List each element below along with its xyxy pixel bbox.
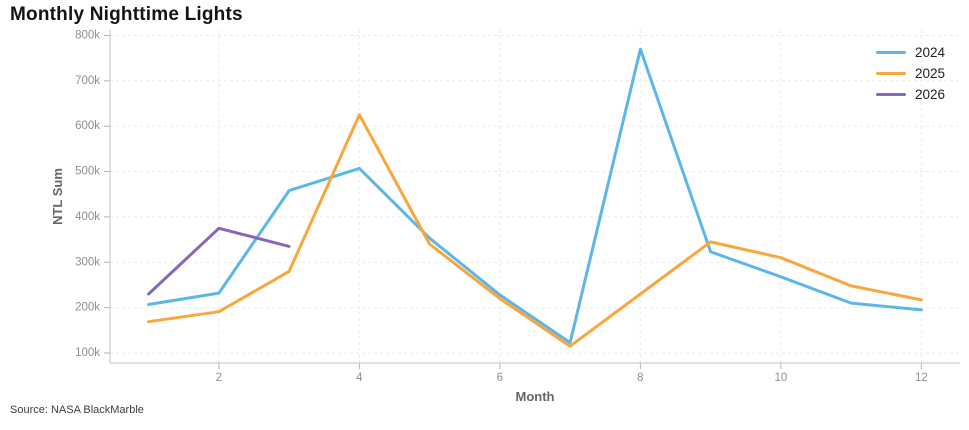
x-tick-label: 8 <box>637 372 643 384</box>
legend-swatch-2025 <box>876 72 906 75</box>
y-tick-label: 100k <box>75 347 100 359</box>
x-axis-title: Month <box>516 389 555 404</box>
y-tick-label: 800k <box>75 29 100 41</box>
series-line-2025 <box>147 113 923 348</box>
series-line-2026 <box>147 226 291 296</box>
legend-label: 2026 <box>915 87 946 102</box>
legend: 2024 2025 2026 <box>876 42 949 105</box>
x-tick-label: 6 <box>497 372 503 384</box>
legend-item-2024[interactable]: 2024 <box>876 42 949 63</box>
chart-title: Monthly Nighttime Lights <box>10 4 243 25</box>
source-caption: Source: NASA BlackMarble <box>10 404 144 416</box>
legend-label: 2024 <box>915 45 946 60</box>
x-tick-label: 4 <box>356 372 363 384</box>
y-axis-title: NTL Sum <box>50 168 65 225</box>
legend-swatch-2024 <box>876 51 906 54</box>
y-tick-label: 500k <box>75 166 100 178</box>
y-tick-label: 600k <box>75 120 100 132</box>
y-tick-label: 400k <box>75 211 100 223</box>
legend-item-2025[interactable]: 2025 <box>876 63 949 84</box>
legend-item-2026[interactable]: 2026 <box>876 84 949 105</box>
x-tick-label: 12 <box>915 372 928 384</box>
legend-label: 2025 <box>915 66 946 81</box>
y-tick-label: 200k <box>75 302 100 314</box>
legend-swatch-2026 <box>876 93 906 96</box>
x-tick-label: 2 <box>216 372 222 384</box>
x-tick-label: 10 <box>774 372 787 384</box>
series-line-2024 <box>147 47 923 345</box>
y-tick-label: 300k <box>75 256 100 268</box>
y-tick-label: 700k <box>75 75 100 87</box>
